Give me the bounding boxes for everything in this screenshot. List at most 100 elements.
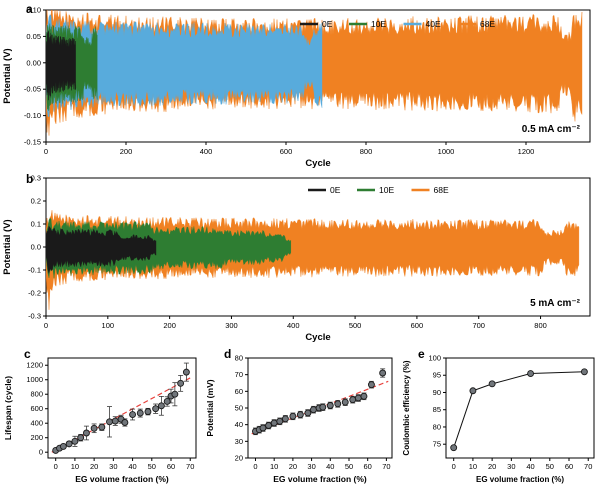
legend-label: 40E <box>426 19 441 29</box>
x-tick-label: 30 <box>307 462 315 471</box>
data-point <box>326 402 334 409</box>
y-tick-label: 0 <box>39 448 43 457</box>
x-tick-label: 800 <box>360 147 373 156</box>
y-axis-label: Lifespan (cycle) <box>3 376 13 440</box>
data-point <box>265 422 273 429</box>
band-0E <box>46 225 157 274</box>
panel-a-chart: 0 200 400 600 800 1000 1200 -0.15 -0.10 -0.05 0.00… <box>2 6 591 169</box>
panel-label-e: e <box>418 347 425 361</box>
y-tick-label: -0.10 <box>24 111 41 120</box>
y-tick-label: 80 <box>235 354 243 363</box>
data-point <box>59 442 67 450</box>
data-point <box>367 381 375 389</box>
axes: 0 10 20 30 40 50 60 70 20 30 40 50 60 70 80 <box>235 354 391 472</box>
y-tick-label: 400 <box>30 419 43 428</box>
x-tick-label: 50 <box>148 462 156 471</box>
data-point <box>296 411 304 419</box>
band-40E <box>46 14 323 117</box>
y-tick-label: -0.05 <box>24 85 41 94</box>
y-tick-label: 0.10 <box>26 6 41 15</box>
data-point <box>450 444 458 452</box>
data-point <box>182 368 190 376</box>
plot-area <box>445 357 595 459</box>
y-tick-label: 80 <box>433 422 441 431</box>
x-tick-label: 60 <box>565 462 573 471</box>
x-tick-label: 20 <box>488 462 496 471</box>
data-point <box>349 396 357 404</box>
x-tick-label: 300 <box>225 321 238 330</box>
axes: 0 200 400 600 800 1000 1200 -0.15 -0.10 -0.05 0.00… <box>24 6 534 157</box>
x-tick-label: 600 <box>280 147 293 156</box>
y-tick-label: 40 <box>235 420 243 429</box>
panel-label-d: d <box>224 347 232 361</box>
y-tick-label: 85 <box>433 405 441 414</box>
data-point <box>354 394 362 402</box>
x-tick-label: 400 <box>287 321 300 330</box>
panel-d-chart: 0 10 20 30 40 50 60 70 20 30 40 50 60 70 80 EG volume f… <box>205 354 393 484</box>
data-point <box>129 411 137 418</box>
data-point <box>163 398 171 405</box>
y-tick-label: 0.0 <box>31 243 41 252</box>
current-density-annotation: 0.5 mA cm⁻² <box>522 124 581 135</box>
x-tick-label: 50 <box>546 462 554 471</box>
data-point <box>304 409 312 417</box>
data-point <box>341 398 349 406</box>
series-layer <box>251 368 389 436</box>
x-tick-label: 70 <box>186 462 194 471</box>
x-tick-label: 60 <box>167 462 175 471</box>
data-point <box>360 392 368 400</box>
x-tick-label: 700 <box>472 321 485 330</box>
axes: 0 10 20 30 40 50 60 70 0 200 400 600 800 1000 1200 <box>26 361 194 471</box>
x-tick-label: 1200 <box>518 147 535 156</box>
y-tick-label: -0.15 <box>24 138 41 147</box>
data-point <box>379 369 387 377</box>
data-point <box>136 409 144 417</box>
x-tick-label: 10 <box>71 462 79 471</box>
data-point <box>121 419 129 426</box>
x-tick-label: 0 <box>54 462 58 471</box>
data-point <box>281 415 289 423</box>
y-tick-label: 0.00 <box>26 58 41 67</box>
x-axis-label: EG volume fraction (%) <box>273 474 367 484</box>
data-point <box>71 437 79 445</box>
y-tick-label: -0.1 <box>28 266 41 275</box>
data-point <box>319 403 327 411</box>
x-tick-label: 50 <box>345 462 353 471</box>
x-axis-label: Cycle <box>305 332 330 343</box>
x-tick-label: 70 <box>584 462 592 471</box>
x-tick-label: 40 <box>128 462 136 471</box>
data-point <box>310 406 317 414</box>
current-density-annotation: 5 mA cm⁻² <box>530 298 581 309</box>
x-axis-label: EG volume fraction (%) <box>75 474 169 484</box>
data-point <box>152 405 160 413</box>
x-tick-label: 40 <box>326 462 334 471</box>
series-layer <box>450 368 588 452</box>
data-point <box>334 400 342 408</box>
y-tick-label: 70 <box>235 370 243 379</box>
data-point <box>259 424 267 432</box>
data-point <box>98 423 106 431</box>
y-tick-label: 30 <box>235 437 243 446</box>
axes: 0 100 200 300 400 500 600 700 800 -0.3 -0.2 -0.1 0.0… <box>28 174 547 331</box>
x-tick-label: 400 <box>200 147 213 156</box>
y-tick-label: 0.2 <box>31 197 41 206</box>
x-tick-label: 600 <box>411 321 424 330</box>
legend: 0E 10E 40E 68E <box>300 19 495 29</box>
data-point <box>157 402 165 410</box>
y-tick-label: 50 <box>235 404 243 413</box>
data-point <box>270 419 278 427</box>
x-axis-label: EG volume fraction (%) <box>476 475 564 484</box>
panel-b-chart: 0 100 200 300 400 500 600 700 800 -0.3 -0.2 -0.1 0.0… <box>2 174 591 343</box>
data-point <box>527 370 535 377</box>
y-tick-label: 200 <box>30 433 43 442</box>
y-axis-label: Potential (V) <box>2 219 13 274</box>
panel-label-c: c <box>24 347 31 361</box>
panel-label-b: b <box>26 172 34 186</box>
y-tick-label: 0.3 <box>31 174 41 183</box>
y-tick-label: -0.2 <box>28 289 41 298</box>
legend-label: 10E <box>379 185 394 195</box>
y-tick-label: 20 <box>235 454 243 463</box>
data-point <box>77 434 85 442</box>
panel-e-chart: 0 10 20 30 40 50 60 70 75 80 85 90 95 100 EG volume fr… <box>402 354 595 484</box>
